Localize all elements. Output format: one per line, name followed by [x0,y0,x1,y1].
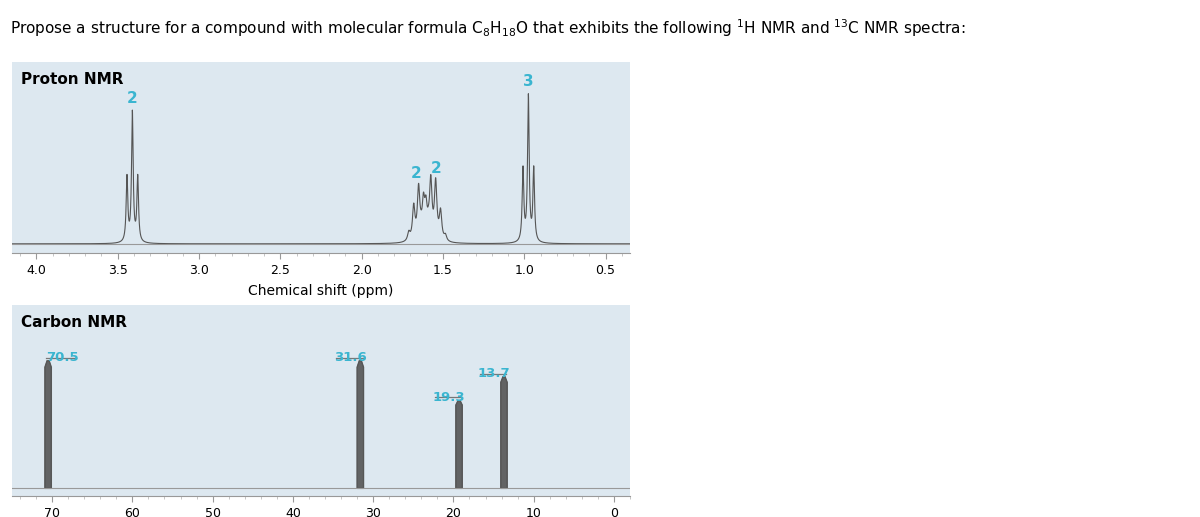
Text: Carbon NMR: Carbon NMR [22,314,127,330]
Text: 2: 2 [431,161,442,176]
Text: 19.3: 19.3 [432,391,466,404]
X-axis label: Chemical shift (ppm): Chemical shift (ppm) [248,284,394,298]
Text: Proton NMR: Proton NMR [22,72,124,87]
Text: 3: 3 [523,74,534,89]
Polygon shape [358,361,364,489]
Polygon shape [44,361,52,489]
Text: 2: 2 [127,92,138,107]
Text: 31.6: 31.6 [334,351,366,364]
Text: 2: 2 [410,165,421,180]
Text: 70.5: 70.5 [46,351,79,364]
Polygon shape [456,401,462,489]
Text: 13.7: 13.7 [478,367,510,380]
Text: Propose a structure for a compound with molecular formula C$_8$H$_{18}$O that ex: Propose a structure for a compound with … [10,18,965,39]
Polygon shape [500,377,508,489]
